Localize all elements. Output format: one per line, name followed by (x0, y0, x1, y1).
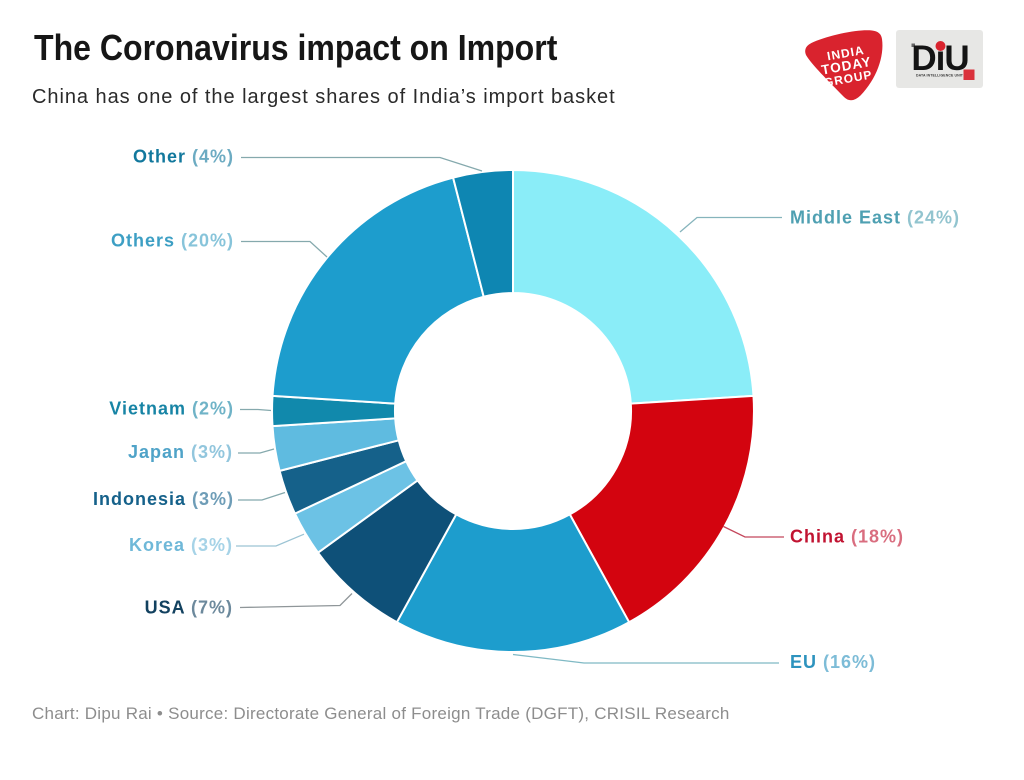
svg-text:China (18%): China (18%) (790, 527, 904, 547)
svg-text:DATA INTELLIGENCE UNIT: DATA INTELLIGENCE UNIT (916, 74, 964, 78)
svg-text:Japan (3%): Japan (3%) (128, 442, 233, 462)
svg-text:Korea (3%): Korea (3%) (129, 535, 233, 555)
svg-text:Vietnam (2%): Vietnam (2%) (109, 399, 234, 419)
svg-text:INDIA: INDIA (826, 43, 866, 63)
svg-text:Other (4%): Other (4%) (133, 147, 234, 167)
svg-text:Indonesia (3%): Indonesia (3%) (93, 489, 234, 509)
svg-text:Middle East (24%): Middle East (24%) (790, 208, 960, 228)
svg-text:Others (20%): Others (20%) (111, 231, 234, 251)
svg-text:USA (7%): USA (7%) (145, 598, 233, 618)
svg-text:EU (16%): EU (16%) (790, 652, 876, 672)
